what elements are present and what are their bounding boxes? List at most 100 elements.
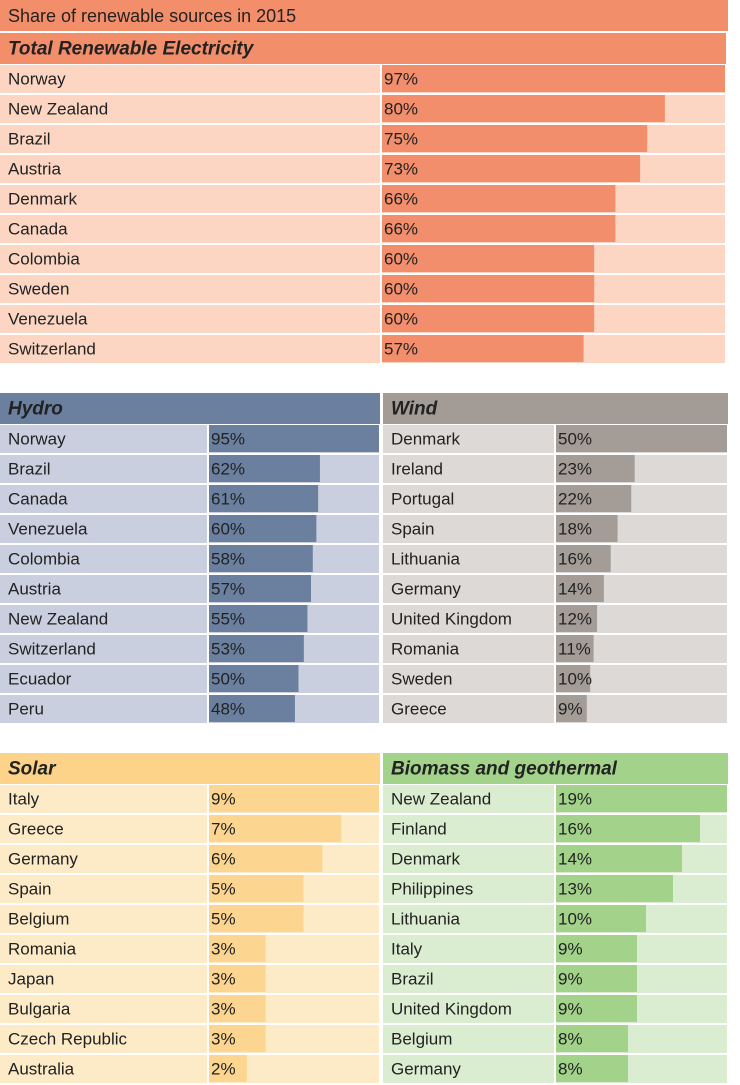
label-cell — [0, 965, 207, 993]
value-label: 16% — [558, 549, 592, 568]
label-cell — [0, 545, 207, 573]
category-label: Italy — [8, 789, 40, 808]
value-label: 14% — [558, 849, 592, 868]
value-label: 16% — [558, 819, 592, 838]
bar — [556, 695, 587, 722]
category-label: Finland — [391, 819, 447, 838]
value-label: 13% — [558, 879, 592, 898]
category-label: Switzerland — [8, 339, 96, 358]
value-label: 80% — [384, 99, 418, 118]
label-cell — [383, 935, 554, 963]
label-cell — [0, 485, 207, 513]
category-label: Venezuela — [8, 309, 88, 328]
category-label: Germany — [8, 849, 78, 868]
value-label: 5% — [211, 879, 236, 898]
bar — [209, 905, 304, 932]
label-cell — [383, 605, 554, 633]
bar — [209, 455, 320, 482]
page-title: Share of renewable sources in 2015 — [8, 6, 296, 26]
category-label: Australia — [8, 1059, 75, 1078]
label-cell — [383, 905, 554, 933]
category-label: Brazil — [391, 969, 434, 988]
category-label: Brazil — [8, 459, 51, 478]
value-label: 14% — [558, 579, 592, 598]
value-label: 10% — [558, 669, 592, 688]
value-label: 3% — [211, 1029, 236, 1048]
label-cell — [0, 665, 207, 693]
category-label: Sweden — [8, 279, 69, 298]
category-label: Colombia — [8, 549, 80, 568]
category-label: Italy — [391, 939, 423, 958]
bar — [556, 845, 682, 872]
label-cell — [0, 605, 207, 633]
category-label: Romania — [391, 639, 460, 658]
category-label: Canada — [8, 219, 68, 238]
bar — [556, 425, 727, 452]
label-cell — [0, 995, 207, 1023]
category-label: Austria — [8, 159, 61, 178]
bar — [382, 305, 595, 332]
value-label: 73% — [384, 159, 418, 178]
label-cell — [0, 335, 380, 363]
bar — [209, 1055, 247, 1082]
bar — [209, 665, 299, 692]
label-cell — [0, 1025, 207, 1053]
category-label: Czech Republic — [8, 1029, 128, 1048]
label-cell — [383, 425, 554, 453]
label-cell — [383, 1055, 554, 1083]
bar — [209, 545, 313, 572]
label-cell — [0, 185, 380, 213]
value-label: 95% — [211, 429, 245, 448]
value-label: 66% — [384, 219, 418, 238]
label-cell — [383, 845, 554, 873]
label-cell — [0, 245, 380, 273]
category-label: Denmark — [391, 849, 460, 868]
value-label: 9% — [558, 939, 583, 958]
label-cell — [0, 785, 207, 813]
value-label: 66% — [384, 189, 418, 208]
bar — [382, 215, 616, 242]
value-label: 8% — [558, 1029, 583, 1048]
label-cell — [0, 515, 207, 543]
label-cell — [383, 1025, 554, 1053]
value-label: 5% — [211, 909, 236, 928]
label-cell — [0, 815, 207, 843]
category-label: Lithuania — [391, 909, 461, 928]
bar — [209, 845, 323, 872]
category-label: Colombia — [8, 249, 80, 268]
bar — [556, 1055, 628, 1082]
value-label: 61% — [211, 489, 245, 508]
value-label: 23% — [558, 459, 592, 478]
category-label: Venezuela — [8, 519, 88, 538]
value-label: 8% — [558, 1059, 583, 1078]
label-cell — [0, 155, 380, 183]
value-label: 7% — [211, 819, 236, 838]
panel-title: Biomass and geothermal — [391, 759, 618, 780]
label-cell — [383, 575, 554, 603]
label-cell — [383, 965, 554, 993]
panel-header — [0, 753, 380, 784]
category-label: Greece — [8, 819, 64, 838]
bar — [556, 815, 700, 842]
category-label: Lithuania — [391, 549, 461, 568]
category-label: Norway — [8, 69, 66, 88]
bar — [209, 875, 304, 902]
category-label: Denmark — [8, 189, 77, 208]
panel-title: Hydro — [8, 399, 63, 420]
value-label: 9% — [211, 789, 236, 808]
label-cell — [383, 635, 554, 663]
category-label: Portugal — [391, 489, 454, 508]
bar — [556, 905, 646, 932]
value-label: 48% — [211, 699, 245, 718]
label-cell — [0, 935, 207, 963]
category-label: Ireland — [391, 459, 443, 478]
bar — [209, 965, 266, 992]
bar — [209, 515, 317, 542]
panel-header — [383, 753, 728, 784]
bar — [556, 785, 727, 812]
label-cell — [0, 635, 207, 663]
panel-title: Wind — [391, 399, 438, 420]
label-cell — [0, 1055, 207, 1083]
value-label: 10% — [558, 909, 592, 928]
